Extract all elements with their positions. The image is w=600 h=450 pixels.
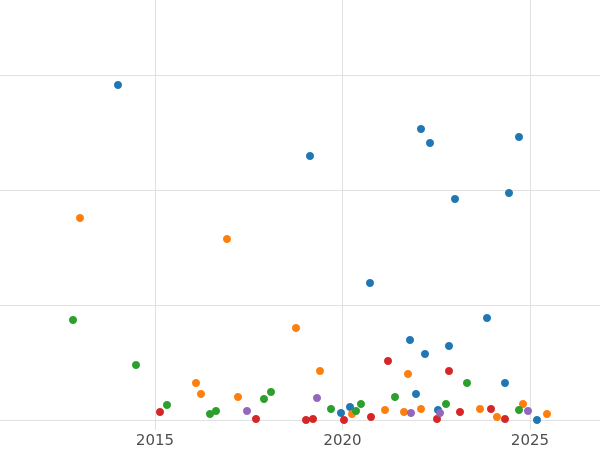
scatter-point-series-green (266, 388, 275, 397)
scatter-point-series-orange (233, 393, 242, 401)
scatter-point-series-red (340, 416, 349, 424)
scatter-point-series-red (487, 404, 495, 413)
scatter-point-series-orange (476, 404, 485, 413)
scatter-point-series-green (326, 404, 335, 413)
scatter-point-series-blue (406, 335, 414, 344)
scatter-point-series-green (131, 360, 140, 369)
vertical-gridline (529, 0, 531, 430)
scatter-point-series-blue (113, 81, 122, 90)
scatter-point-series-blue (416, 125, 425, 134)
scatter-point-series-blue (365, 279, 374, 288)
scatter-point-series-blue (421, 350, 429, 359)
plot-area (0, 0, 600, 430)
scatter-point-series-orange (400, 407, 408, 416)
scatter-point-series-purple (242, 406, 251, 415)
scatter-point-series-orange (493, 412, 501, 421)
scatter-point-series-red (308, 414, 317, 423)
horizontal-gridline (0, 419, 600, 421)
scatter-point-series-green (356, 399, 365, 408)
scatter-point-series-purple (524, 406, 533, 415)
scatter-point-series-green (212, 406, 221, 415)
scatter-point-series-blue (425, 138, 434, 147)
vertical-gridline (342, 0, 343, 430)
scatter-point-series-blue (346, 403, 354, 412)
scatter-point-series-blue (305, 151, 314, 160)
scatter-point-series-blue (515, 133, 524, 142)
scatter-point-series-orange (223, 235, 231, 244)
scatter-point-series-orange (292, 324, 300, 332)
scatter-point-series-red (155, 407, 164, 416)
scatter-point-series-red (455, 407, 464, 416)
scatter-point-series-green (68, 315, 77, 324)
scatter-point-series-red (433, 414, 441, 423)
scatter-point-series-purple (436, 409, 444, 418)
scatter-point-series-purple (407, 409, 416, 418)
scatter-point-series-blue (412, 389, 420, 398)
scatter-point-series-green (391, 393, 399, 401)
scatter-point-series-purple (313, 394, 321, 403)
scatter-point-series-orange (76, 213, 84, 222)
scatter-point-series-orange (380, 405, 389, 414)
horizontal-gridline (0, 304, 600, 306)
scatter-point-series-blue (337, 409, 345, 418)
scatter-point-series-green (352, 406, 360, 415)
scatter-point-series-orange (518, 399, 527, 408)
x-tick-label: 2020 (323, 431, 362, 449)
scatter-point-series-green (260, 395, 269, 404)
scatter-point-series-green (206, 410, 215, 419)
scatter-point-series-blue (533, 416, 542, 424)
x-tick-label: 2025 (510, 431, 550, 449)
scatter-point-series-red (251, 414, 260, 423)
scatter-point-series-orange (542, 410, 551, 419)
scatter-point-series-blue (500, 379, 509, 388)
scatter-point-series-orange (416, 404, 425, 413)
scatter-point-series-red (383, 357, 392, 366)
scatter-point-series-green (515, 405, 524, 414)
scatter-point-series-orange (197, 389, 206, 398)
scatter-point-series-red (367, 412, 375, 421)
scatter-point-series-blue (482, 313, 491, 322)
scatter-point-series-red (445, 366, 453, 375)
scatter-point-series-orange (347, 410, 356, 419)
scatter-point-series-green (463, 379, 471, 388)
scatter-point-series-blue (445, 342, 453, 351)
x-tick-label: 2015 (135, 431, 175, 449)
scatter-point-series-blue (451, 195, 459, 204)
scatter-point-series-orange (404, 370, 413, 378)
scatter-point-series-green (163, 401, 171, 410)
scatter-point-series-orange (191, 379, 200, 388)
scatter-point-series-orange (316, 366, 324, 375)
horizontal-gridline (0, 74, 600, 76)
horizontal-gridline (0, 189, 600, 191)
scatter-point-series-red (302, 416, 311, 424)
scatter-point-series-red (500, 414, 509, 423)
scatter-point-series-blue (505, 189, 513, 198)
scatter-point-series-green (442, 399, 450, 408)
vertical-gridline (154, 0, 156, 430)
